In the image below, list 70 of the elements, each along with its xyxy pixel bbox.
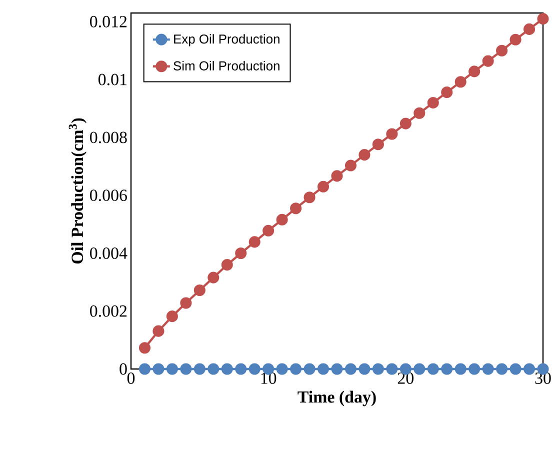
point xyxy=(331,170,343,182)
point xyxy=(427,363,439,375)
point xyxy=(386,128,398,140)
point xyxy=(276,363,288,375)
point xyxy=(152,325,164,337)
point xyxy=(235,363,247,375)
point xyxy=(523,23,536,35)
x-axis-title: Time (day) xyxy=(298,390,376,406)
point xyxy=(386,363,398,375)
point xyxy=(358,149,370,161)
point xyxy=(414,363,426,375)
point xyxy=(344,160,357,172)
point xyxy=(523,363,536,375)
point xyxy=(166,363,178,375)
point xyxy=(208,363,220,375)
point xyxy=(510,363,522,375)
point xyxy=(290,202,302,214)
point xyxy=(138,363,151,375)
point xyxy=(468,66,480,78)
point xyxy=(400,118,412,130)
point xyxy=(344,363,357,375)
point xyxy=(537,13,549,25)
legend-label: Exp Oil Production xyxy=(174,34,280,46)
x-tick-label: 10 xyxy=(261,372,276,384)
point xyxy=(262,224,274,236)
point xyxy=(208,272,220,284)
point xyxy=(414,107,426,119)
point xyxy=(496,44,508,56)
point xyxy=(194,284,206,296)
y-tick-label: 0.01 xyxy=(98,74,126,86)
point xyxy=(331,363,343,375)
point xyxy=(482,55,494,67)
point xyxy=(248,236,260,248)
point xyxy=(454,76,466,88)
point xyxy=(441,363,453,375)
point xyxy=(235,247,247,260)
point xyxy=(304,192,316,204)
point xyxy=(496,363,508,375)
point xyxy=(427,96,439,108)
legend-label: Sim Oil Production xyxy=(174,60,280,70)
point xyxy=(180,363,192,375)
point xyxy=(221,259,233,271)
point xyxy=(317,363,330,375)
point xyxy=(454,363,466,375)
x-tick-label: 0 xyxy=(127,372,135,384)
point xyxy=(372,363,384,375)
point xyxy=(221,363,233,375)
point xyxy=(152,363,164,375)
y-tick-label: 0.008 xyxy=(90,132,127,144)
point xyxy=(194,363,206,375)
point xyxy=(441,86,453,98)
y-tick-label: 0.006 xyxy=(90,190,127,202)
point xyxy=(317,180,330,192)
point xyxy=(138,342,151,354)
point xyxy=(276,214,288,226)
y-tick-label: 0.004 xyxy=(90,247,128,259)
point xyxy=(166,310,178,322)
y-tick-label: 0 xyxy=(120,363,127,375)
point xyxy=(510,34,522,46)
y-axis-title: Oil Production(cm$^{3}$) xyxy=(68,118,87,264)
y-tick-label: 0.012 xyxy=(90,16,127,28)
y-tick-label: 0.002 xyxy=(90,305,127,317)
point xyxy=(358,363,370,375)
point xyxy=(468,363,480,375)
point xyxy=(290,363,302,375)
point xyxy=(304,363,316,375)
point xyxy=(482,363,494,375)
point xyxy=(248,363,260,375)
point xyxy=(372,138,384,150)
point xyxy=(180,297,192,309)
